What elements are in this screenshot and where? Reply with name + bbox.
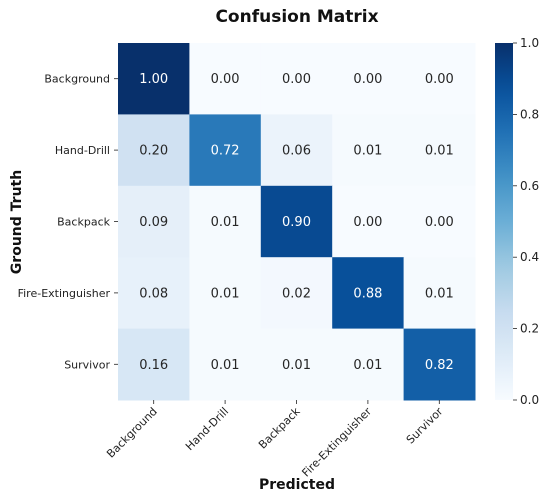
heatmap-cell	[118, 185, 190, 258]
cell-value-label: 0.06	[282, 144, 311, 159]
heatmap-cell	[260, 185, 333, 258]
cell-value-label: 0.02	[282, 286, 311, 301]
heatmap-cell	[260, 114, 333, 187]
x-tick-labels: Background Hand-Drill BackpackFire-Extingu…	[104, 400, 446, 479]
heatmap-cell	[189, 257, 262, 330]
cell-value-label: 0.00	[425, 72, 454, 87]
colorbar-tick-label: 0.8	[520, 107, 539, 121]
colorbar-tick-label: 0.2	[520, 322, 539, 336]
heatmap-cell	[118, 257, 190, 330]
x-tick-label: Backpack	[256, 404, 303, 451]
cell-value-label: 0.01	[353, 358, 382, 373]
heatmap-cells: 1.00 0.00 0.00 0.00 0.00 0.20 0.72 0.06 0.01 0.01…	[118, 43, 476, 401]
x-tick-label: Hand-Drill	[183, 405, 231, 453]
heatmap-cell	[332, 43, 405, 115]
colorbar-tick-label: 0.0	[520, 393, 539, 407]
heatmap-cell	[332, 257, 405, 330]
cell-value-label: 0.01	[211, 358, 240, 373]
cell-value-label: 0.72	[211, 144, 240, 159]
heatmap-cell	[189, 328, 262, 401]
heatmap-cell	[189, 114, 262, 187]
cell-value-label: 0.00	[353, 215, 382, 230]
cell-value-label: 0.82	[425, 358, 454, 373]
colorbar-tick-label: 1.0	[520, 36, 539, 50]
cell-value-label: 0.00	[282, 72, 311, 87]
x-tick-label: Survivor	[404, 405, 446, 447]
colorbar: 0.0 0.2 0.4 0.6 0.8 1.0	[495, 36, 539, 407]
heatmap-cell	[403, 257, 476, 330]
cell-value-label: 0.90	[282, 215, 311, 230]
x-tick-label: Fire-Extinguisher	[299, 405, 374, 480]
cell-value-label: 0.01	[425, 286, 454, 301]
heatmap-cell	[403, 328, 476, 401]
heatmap-cell	[118, 328, 190, 401]
heatmap-cell	[403, 185, 476, 258]
heatmap-cell	[118, 114, 190, 187]
heatmap-cell	[260, 328, 333, 401]
cell-value-label: 1.00	[139, 72, 168, 87]
cell-value-label: 0.16	[139, 358, 168, 373]
y-tick-label: Background	[44, 73, 110, 86]
y-tick-label: Fire-Extinguisher	[18, 287, 111, 300]
heatmap-cell	[332, 328, 405, 401]
colorbar-tick-label: 0.6	[520, 179, 539, 193]
cell-value-label: 0.01	[425, 144, 454, 159]
heatmap-cell	[332, 114, 405, 187]
heatmap-cell	[189, 185, 262, 258]
x-axis-label: Predicted	[259, 477, 335, 493]
heatmap-cell	[260, 43, 333, 115]
cell-value-label: 0.01	[211, 215, 240, 230]
heatmap-cell	[189, 43, 262, 115]
y-tick-label: Hand-Drill	[55, 144, 110, 157]
y-tick-labels: Background Hand-Drill Backpack Fire-Extingu…	[18, 73, 118, 371]
cell-value-label: 0.01	[353, 144, 382, 159]
heatmap-cell	[118, 43, 190, 115]
cell-value-label: 0.88	[353, 286, 382, 301]
heatmap-cell	[403, 43, 476, 115]
cell-value-label: 0.20	[139, 144, 168, 159]
cell-value-label: 0.00	[211, 72, 240, 87]
cell-value-label: 0.00	[425, 215, 454, 230]
y-axis-label: Ground Truth	[9, 170, 25, 274]
cell-value-label: 0.08	[139, 286, 168, 301]
x-tick-label: Background	[104, 405, 160, 461]
y-tick-label: Survivor	[64, 358, 110, 371]
heatmap-cell	[332, 185, 405, 258]
y-tick-label: Backpack	[57, 216, 110, 229]
colorbar-gradient	[495, 43, 513, 400]
cell-value-label: 0.01	[282, 358, 311, 373]
cell-value-label: 0.00	[353, 72, 382, 87]
cell-value-label: 0.01	[211, 286, 240, 301]
cell-value-label: 0.09	[139, 215, 168, 230]
chart-title: Confusion Matrix	[215, 7, 378, 27]
colorbar-tick-label: 0.4	[520, 250, 539, 264]
heatmap-cell	[403, 114, 476, 187]
heatmap-cell	[260, 257, 333, 330]
